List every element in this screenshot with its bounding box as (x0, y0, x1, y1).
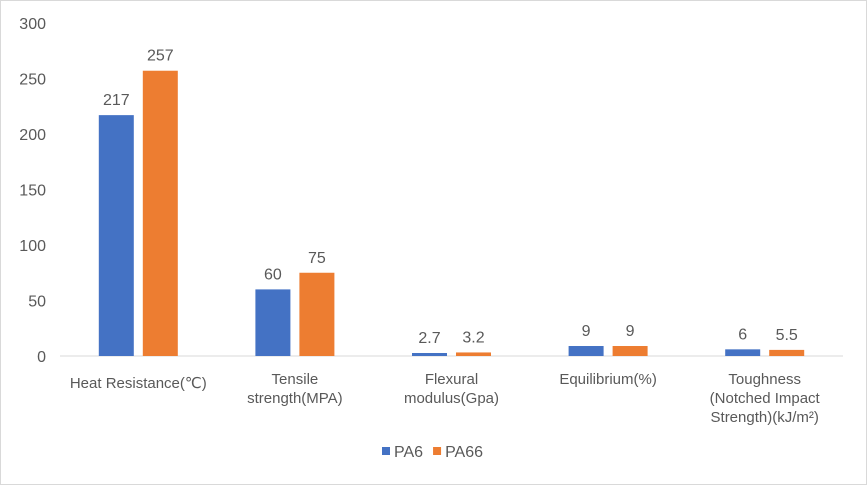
data-label: 9 (582, 323, 591, 340)
data-label: 9 (626, 323, 635, 340)
x-tick-label-line: Strength)(kJ/m²) (711, 409, 819, 426)
data-label: 257 (147, 48, 174, 65)
bar-pa6 (412, 353, 447, 356)
bar-pa66 (456, 352, 491, 356)
y-tick-label: 200 (19, 127, 46, 144)
bar-pa66 (299, 272, 335, 356)
y-tick-label: 250 (19, 72, 46, 89)
data-label: 6 (738, 326, 747, 343)
x-tick-label-line: Toughness (728, 371, 801, 388)
x-tick-label-line: (Notched Impact (710, 390, 821, 407)
x-tick-label: Toughness (Notched Impact Strength)(kJ/m²) (710, 371, 821, 426)
legend-swatch-pa6 (382, 447, 390, 455)
x-tick-label: Flexural modulus(Gpa) (404, 371, 499, 407)
bar-pa66 (769, 349, 805, 356)
data-label: 217 (103, 92, 130, 109)
y-tick-label: 300 (19, 16, 46, 33)
data-label: 2.7 (418, 330, 440, 347)
legend-swatch-pa66 (433, 447, 442, 455)
data-label: 3.2 (462, 329, 484, 346)
x-tick-label: Equilibrium(%) (559, 371, 657, 388)
y-tick-label: 0 (37, 349, 46, 366)
x-tick-label-line: Tensile (272, 371, 319, 388)
data-label: 60 (264, 266, 282, 283)
x-tick-label-line: modulus(Gpa) (404, 390, 499, 407)
data-label: 5.5 (776, 327, 798, 344)
data-label: 75 (308, 250, 326, 267)
legend-label-pa6: PA6 (394, 444, 423, 461)
x-tick-label-line: Flexural (425, 371, 478, 388)
bar-pa6 (568, 346, 604, 356)
bar-pa6 (98, 115, 134, 356)
x-tick-label-line: Heat Resistance(℃) (70, 375, 207, 392)
x-tick-label-line: strength(MPA) (247, 390, 343, 407)
y-tick-label: 100 (19, 238, 46, 255)
x-tick-label-line: Equilibrium(%) (559, 371, 657, 388)
y-tick-label: 50 (28, 294, 46, 311)
legend-label-pa66: PA66 (445, 444, 483, 461)
y-tick-label: 150 (19, 183, 46, 200)
x-tick-label: Heat Resistance(℃) (70, 375, 207, 392)
x-tick-label: Tensile strength(MPA) (247, 371, 343, 407)
bar-pa6 (725, 349, 761, 356)
bar-pa66 (612, 346, 648, 356)
bar-pa66 (142, 70, 178, 356)
bar-pa6 (255, 289, 291, 356)
